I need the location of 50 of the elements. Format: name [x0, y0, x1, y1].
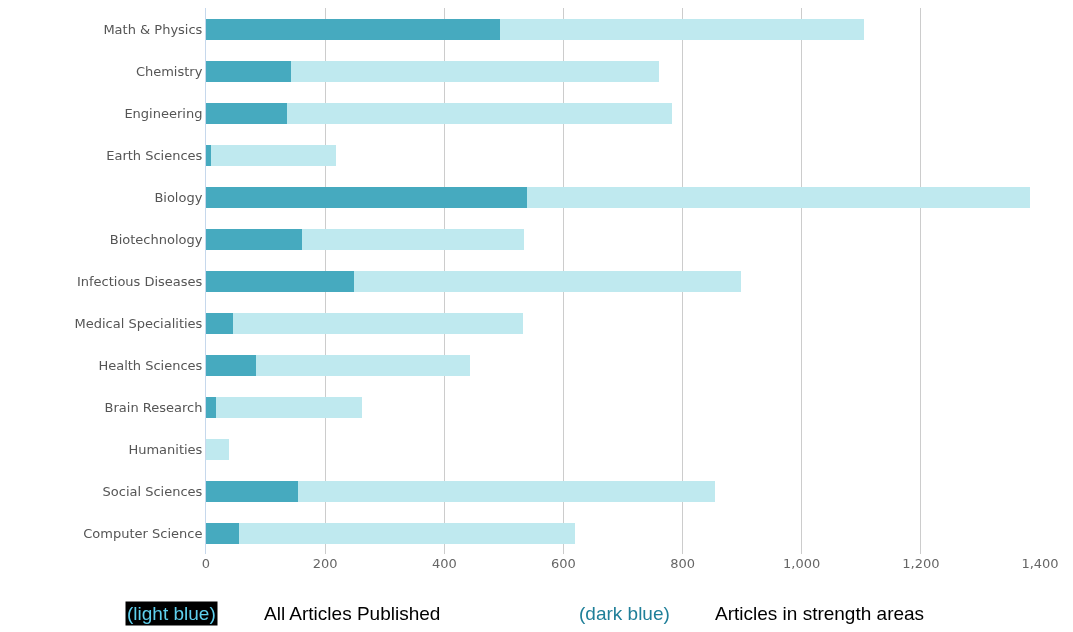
bar [353, 270, 741, 292]
bar [291, 60, 659, 82]
y-tick-label: Earth Sciences [106, 147, 203, 163]
bar [206, 102, 288, 124]
x-tick-label: 200 [312, 556, 338, 571]
x-tick-label: 0 [201, 556, 211, 571]
bar [301, 228, 525, 250]
bar [232, 312, 523, 334]
bar [206, 60, 292, 82]
y-tick-label: Chemistry [135, 63, 203, 79]
y-tick-label: Biotechnology [109, 231, 203, 247]
bar [297, 480, 715, 502]
bar [216, 396, 363, 418]
y-tick-label: Math & Physics [103, 21, 203, 37]
text: All Articles Published [264, 603, 441, 624]
bar [206, 480, 298, 502]
y-tick-label: Infectious Diseases [76, 273, 203, 289]
bar [256, 354, 470, 376]
bar [206, 396, 217, 418]
y-tick-label: Computer Science [83, 525, 203, 541]
x-tick-label: 1,200 [902, 556, 940, 571]
bar [206, 354, 257, 376]
bar [287, 102, 672, 124]
x-tick-label: 400 [431, 556, 457, 571]
x-tick-label: 1,400 [1021, 556, 1059, 571]
bar [238, 522, 575, 544]
y-tick-label: Biology [154, 189, 203, 205]
bar [206, 312, 233, 334]
x-tick-label: 600 [551, 556, 576, 571]
bar [206, 18, 500, 40]
bar [206, 186, 528, 208]
bar [206, 522, 239, 544]
x-tick-label: 1,000 [783, 556, 821, 571]
bar [206, 228, 302, 250]
x-tick-label: 800 [670, 556, 695, 571]
bar [210, 144, 336, 166]
text: Articles in strength areas [715, 603, 925, 624]
y-tick-label: Social Sciences [102, 483, 203, 499]
y-tick-label: Brain Research [104, 399, 203, 415]
bar [499, 18, 864, 40]
text: (dark blue) [579, 603, 670, 624]
bar [206, 270, 354, 292]
bar [206, 144, 211, 166]
text: (light blue) [127, 603, 216, 624]
y-tick-label: Medical Specialities [74, 315, 203, 331]
y-tick-label: Health Sciences [98, 357, 203, 373]
y-tick-label: Engineering [124, 105, 203, 121]
bar [206, 438, 230, 460]
y-tick-label: Humanities [128, 441, 203, 457]
bar [527, 186, 1030, 208]
